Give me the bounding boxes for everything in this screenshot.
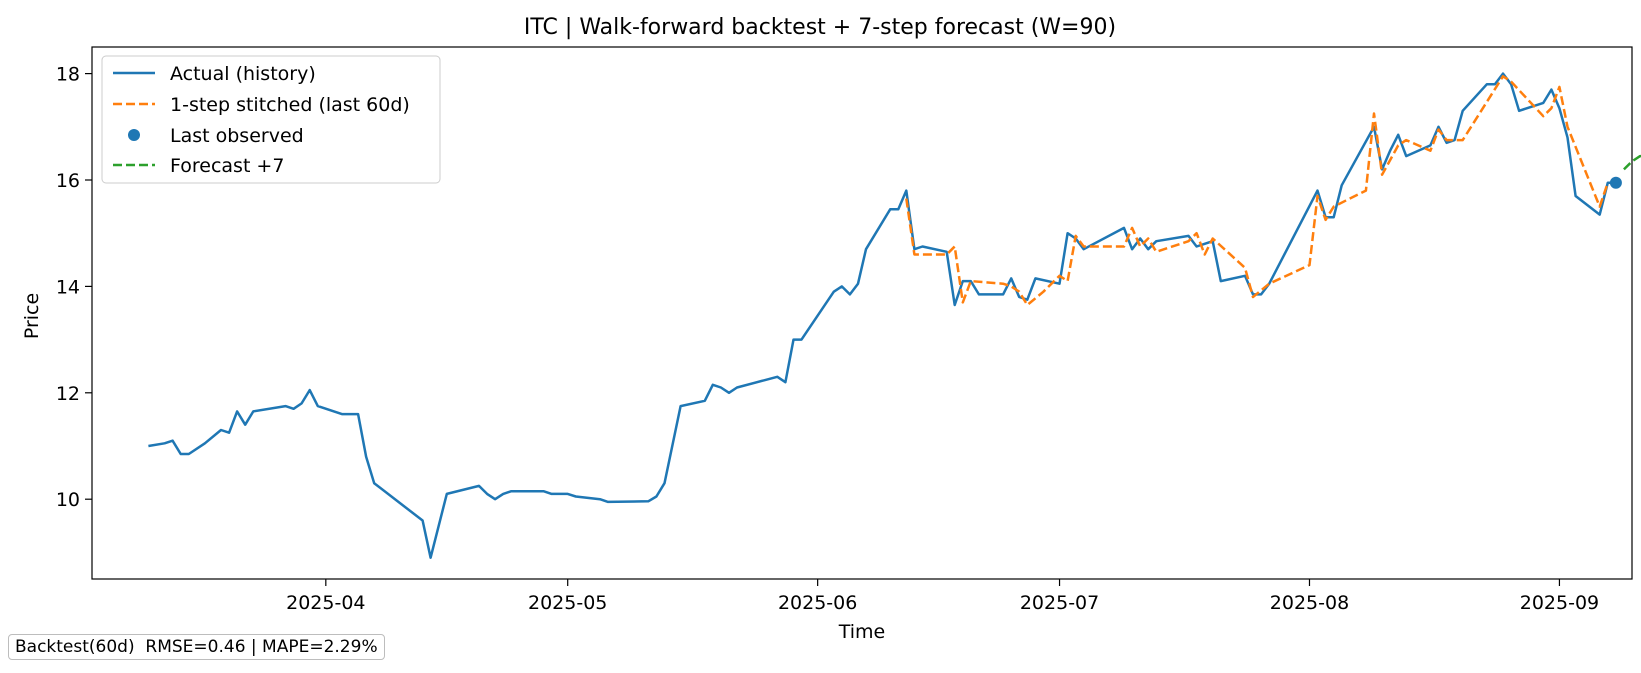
x-tick-label: 2025-07 [1020,592,1099,614]
x-tick-label: 2025-06 [778,592,857,614]
series-layer [148,72,1641,559]
backtest-metrics-annotation: Backtest(60d) RMSE=0.46 | MAPE=2.29% [8,634,385,660]
legend-label-actual: Actual (history) [170,63,316,85]
legend-box [101,55,441,184]
x-tick-label: 2025-04 [286,592,365,614]
legend-label-last-observed: Last observed [170,125,304,147]
legend-label-stitched: 1-step stitched (last 60d) [170,94,410,116]
x-axis-label: Time [838,621,886,643]
plot-frame [91,46,1633,580]
y-tick-label: 10 [56,489,80,511]
y-tick-label: 12 [56,383,80,405]
legend-swatch-last-observed [128,129,140,141]
point-last-observed [1609,176,1622,189]
legend-label-forecast: Forecast +7 [170,155,284,177]
x-tick-label: 2025-09 [1520,592,1599,614]
y-axis: 10 12 14 16 18 [56,64,92,511]
x-tick-label: 2025-05 [528,592,607,614]
series-line-actual-history [148,72,1616,559]
y-tick-label: 18 [56,64,80,86]
y-axis-label: Price [21,293,43,339]
x-tick-label: 2025-08 [1270,592,1349,614]
chart-title: ITC | Walk-forward backtest + 7-step for… [524,15,1116,40]
y-tick-label: 16 [56,170,80,192]
y-tick-label: 14 [56,276,80,298]
series-line-1-step-stitched-last-60d [905,75,1609,307]
x-axis: 2025-04 2025-05 2025-06 2025-07 2025-08 2025-… [286,579,1599,614]
legend: Actual (history) 1-step stitched (last 6… [101,55,441,184]
